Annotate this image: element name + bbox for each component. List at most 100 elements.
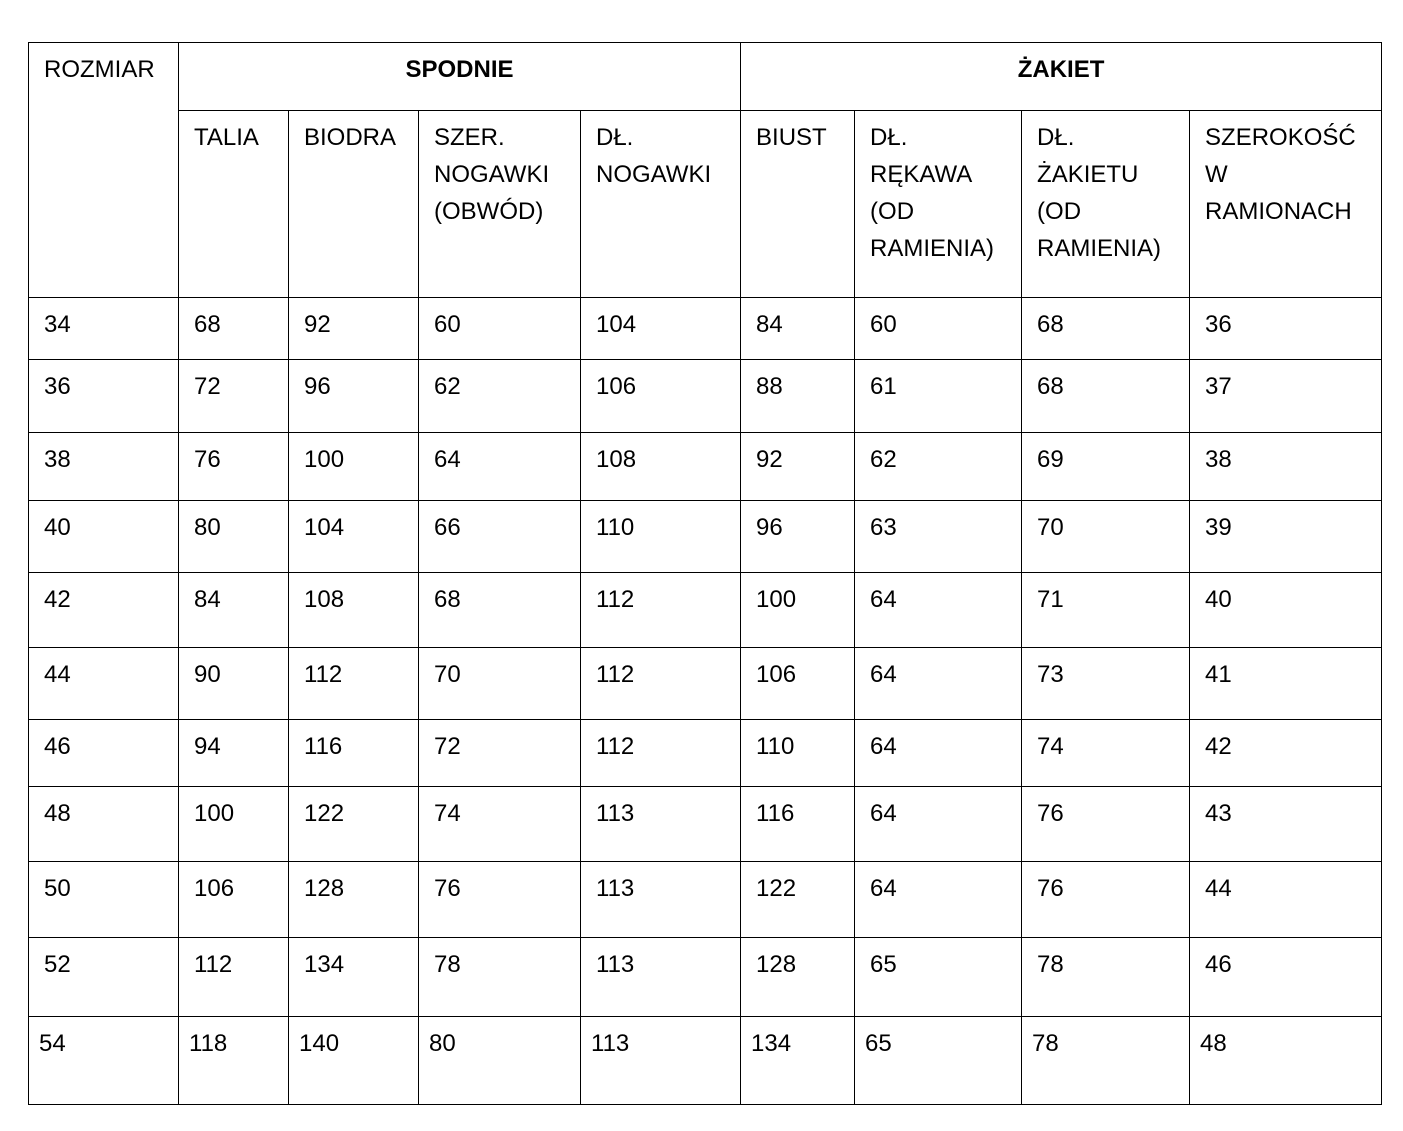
size-cell: 40: [28, 500, 179, 573]
value-cell: 113: [579, 1016, 742, 1105]
table-row: 38 76 100 64 108 92 62 69 38: [28, 432, 1383, 501]
value-cell: 68: [1021, 359, 1191, 433]
value-cell: 70: [1021, 500, 1191, 573]
value-cell: 71: [1021, 572, 1191, 648]
size-cell: 48: [28, 786, 179, 862]
value-cell: 112: [579, 719, 742, 787]
value-cell: 140: [288, 1016, 419, 1105]
column-header: SZEROKOŚĆ W RAMIONACH: [1189, 110, 1383, 298]
value-cell: 43: [1189, 786, 1383, 862]
value-cell: 76: [178, 432, 289, 501]
value-cell: 113: [579, 786, 742, 862]
value-cell: 94: [178, 719, 289, 787]
column-header: SZER. NOGAWKI (OBWÓD): [418, 110, 581, 298]
size-chart-table: ROZMIAR SPODNIE ŻAKIET TALIA BIODRA SZER…: [28, 42, 1383, 1105]
value-cell: 118: [178, 1016, 289, 1105]
value-cell: 41: [1189, 647, 1383, 720]
group-header-zakiet: ŻAKIET: [740, 42, 1383, 111]
table-row: 52 112 134 78 113 128 65 78 46: [28, 937, 1383, 1017]
value-cell: 68: [178, 297, 289, 360]
table-row: 34 68 92 60 104 84 60 68 36: [28, 297, 1383, 360]
value-cell: 104: [288, 500, 419, 573]
value-cell: 64: [854, 786, 1023, 862]
value-cell: 92: [288, 297, 419, 360]
size-cell: 44: [28, 647, 179, 720]
size-cell: 52: [28, 937, 179, 1017]
value-cell: 62: [854, 432, 1023, 501]
column-header: TALIA: [178, 110, 289, 298]
value-cell: 122: [288, 786, 419, 862]
value-cell: 64: [854, 572, 1023, 648]
value-cell: 112: [579, 572, 742, 648]
value-cell: 110: [740, 719, 856, 787]
value-cell: 72: [418, 719, 581, 787]
size-cell: 34: [28, 297, 179, 360]
column-header: DŁ. ŻAKIETU (OD RAMIENIA): [1021, 110, 1191, 298]
value-cell: 90: [178, 647, 289, 720]
size-cell: 46: [28, 719, 179, 787]
value-cell: 113: [579, 861, 742, 938]
table-row: 40 80 104 66 110 96 63 70 39: [28, 500, 1383, 573]
value-cell: 74: [1021, 719, 1191, 787]
value-cell: 128: [740, 937, 856, 1017]
value-cell: 88: [740, 359, 856, 433]
value-cell: 128: [288, 861, 419, 938]
value-cell: 44: [1189, 861, 1383, 938]
table-row: 46 94 116 72 112 110 64 74 42: [28, 719, 1383, 787]
value-cell: 116: [288, 719, 419, 787]
value-cell: 36: [1189, 297, 1383, 360]
value-cell: 100: [288, 432, 419, 501]
table-row: 44 90 112 70 112 106 64 73 41: [28, 647, 1383, 720]
value-cell: 92: [740, 432, 856, 501]
column-header: BIUST: [740, 110, 856, 298]
value-cell: 64: [854, 647, 1023, 720]
table-row: 54 118 140 80 113 134 65 78 48: [28, 1016, 1383, 1105]
value-cell: 65: [854, 1016, 1023, 1105]
value-cell: 106: [579, 359, 742, 433]
value-cell: 108: [288, 572, 419, 648]
column-header: DŁ. RĘKAWA (OD RAMIENIA): [854, 110, 1023, 298]
value-cell: 46: [1189, 937, 1383, 1017]
size-cell: 38: [28, 432, 179, 501]
size-cell: 50: [28, 861, 179, 938]
size-cell: 36: [28, 359, 179, 433]
value-cell: 63: [854, 500, 1023, 573]
value-cell: 100: [178, 786, 289, 862]
value-cell: 68: [1021, 297, 1191, 360]
column-header: DŁ. NOGAWKI: [579, 110, 742, 298]
table-row: 48 100 122 74 113 116 64 76 43: [28, 786, 1383, 862]
value-cell: 74: [418, 786, 581, 862]
value-cell: 73: [1021, 647, 1191, 720]
size-header: ROZMIAR: [28, 42, 179, 298]
value-cell: 64: [854, 719, 1023, 787]
value-cell: 108: [579, 432, 742, 501]
value-cell: 39: [1189, 500, 1383, 573]
value-cell: 116: [740, 786, 856, 862]
value-cell: 80: [178, 500, 289, 573]
value-cell: 76: [418, 861, 581, 938]
value-cell: 80: [418, 1016, 581, 1105]
value-cell: 104: [579, 297, 742, 360]
value-cell: 78: [1021, 1016, 1191, 1105]
value-cell: 96: [740, 500, 856, 573]
value-cell: 65: [854, 937, 1023, 1017]
value-cell: 64: [418, 432, 581, 501]
value-cell: 112: [288, 647, 419, 720]
value-cell: 70: [418, 647, 581, 720]
value-cell: 42: [1189, 719, 1383, 787]
table-row: 42 84 108 68 112 100 64 71 40: [28, 572, 1383, 648]
value-cell: 60: [854, 297, 1023, 360]
table-row: 36 72 96 62 106 88 61 68 37: [28, 359, 1383, 433]
value-cell: 134: [740, 1016, 856, 1105]
value-cell: 64: [854, 861, 1023, 938]
value-cell: 61: [854, 359, 1023, 433]
value-cell: 106: [740, 647, 856, 720]
value-cell: 110: [579, 500, 742, 573]
value-cell: 68: [418, 572, 581, 648]
size-cell: 54: [28, 1016, 179, 1105]
value-cell: 78: [1021, 937, 1191, 1017]
value-cell: 48: [1189, 1016, 1383, 1105]
value-cell: 69: [1021, 432, 1191, 501]
value-cell: 112: [579, 647, 742, 720]
value-cell: 113: [579, 937, 742, 1017]
